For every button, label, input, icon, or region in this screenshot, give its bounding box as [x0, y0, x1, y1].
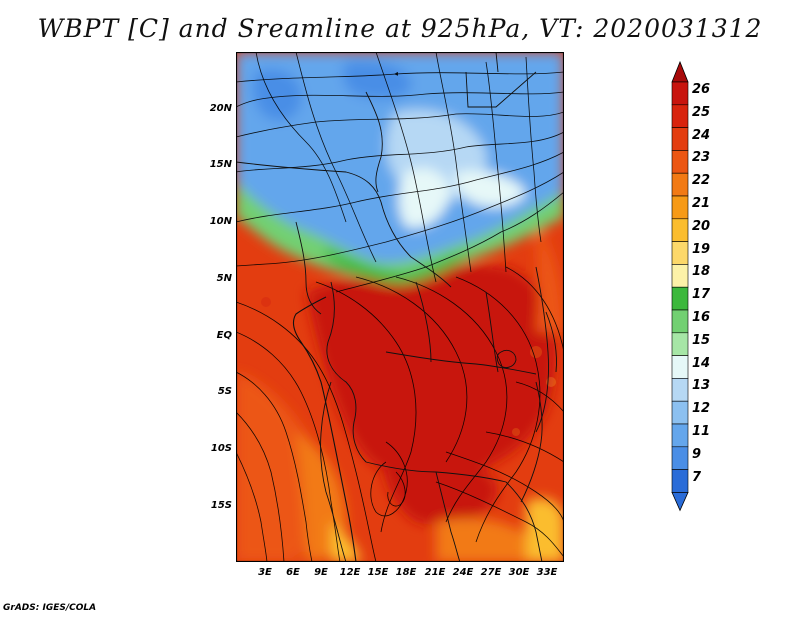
colorbar-bottom-arrow	[671, 492, 689, 512]
colorbar-swatch	[671, 355, 689, 379]
colorbar-swatch	[671, 400, 689, 425]
colorbar-swatch	[671, 378, 689, 402]
colorbar-swatch	[671, 81, 689, 106]
map-title: WBPT [C] and Sreamline at 925hPa, VT: 20…	[37, 14, 763, 43]
wbpt-texture	[261, 297, 556, 436]
wbpt-field	[236, 52, 564, 562]
colorbar-swatch	[671, 127, 689, 151]
colorbar-tick-label: 17	[692, 287, 711, 303]
lon-label: 12E	[339, 567, 361, 578]
lat-label: 5N	[216, 273, 232, 284]
country-borders	[236, 52, 557, 562]
colorbar-tick-label: 21	[692, 196, 711, 211]
colorbar-tick-label: 23	[692, 150, 711, 166]
lon-label: 9E	[314, 567, 328, 578]
streamlines	[236, 52, 564, 562]
lon-label: 27E	[480, 567, 502, 578]
colorbar-tick-label: 22	[692, 173, 711, 189]
lat-label: 20N	[209, 103, 232, 114]
colorbar-swatch	[671, 172, 689, 197]
lat-label: EQ	[216, 330, 232, 341]
colorbar-tick-label: 20	[692, 218, 711, 234]
colorbar-swatch	[671, 104, 689, 128]
colorbar-swatch	[671, 264, 689, 288]
lon-label: 33E	[536, 567, 558, 578]
map-plot	[236, 52, 564, 562]
colorbar-tick-label: 14	[692, 355, 711, 371]
lon-label: 18E	[395, 567, 417, 578]
colorbar-swatch	[671, 241, 689, 265]
lon-label: 30E	[508, 567, 530, 578]
colorbar-tick-label: 24	[692, 127, 711, 143]
colorbar-tick-label: 25	[692, 104, 711, 120]
lat-label: 10S	[210, 443, 232, 454]
colorbar-tick-label: 15	[692, 332, 711, 348]
colorbar-swatch	[671, 423, 689, 448]
colorbar-swatch	[671, 332, 689, 356]
colorbar-swatch	[671, 446, 689, 470]
colorbar-swatch	[671, 150, 689, 174]
lon-label: 21E	[424, 567, 446, 578]
colorbar-tick-label: 26	[692, 82, 711, 97]
lat-label: 5S	[217, 386, 232, 397]
colorbar-swatch	[671, 286, 689, 311]
colorbar-tick-label: 7	[692, 469, 702, 485]
lon-label: 15E	[367, 567, 389, 578]
colorbar	[671, 60, 689, 512]
lon-label: 3E	[258, 567, 272, 578]
colorbar-tick-label: 18	[692, 264, 711, 280]
colorbar-tick-label: 13	[692, 378, 711, 394]
plot-frame	[236, 52, 564, 562]
lon-label: 24E	[452, 567, 474, 578]
colorbar-tick-label: 11	[692, 424, 711, 439]
colorbar-tick-label: 19	[692, 241, 711, 257]
colorbar-top-arrow	[671, 60, 689, 83]
colorbar-tick-label: 12	[692, 401, 711, 417]
lat-label: 15S	[210, 500, 232, 511]
colorbar-swatch	[671, 309, 689, 334]
colorbar-swatch	[671, 469, 689, 493]
colorbar-swatch	[671, 195, 689, 220]
colorbar-tick-label: 9	[692, 446, 702, 462]
colorbar-swatch	[671, 218, 689, 242]
lat-label: 10N	[209, 216, 232, 227]
grads-credit: GrADS: IGES/COLA	[3, 603, 97, 613]
colorbar-tick-label: 16	[692, 310, 711, 325]
lat-label: 15N	[209, 159, 232, 170]
lon-label: 6E	[286, 567, 300, 578]
